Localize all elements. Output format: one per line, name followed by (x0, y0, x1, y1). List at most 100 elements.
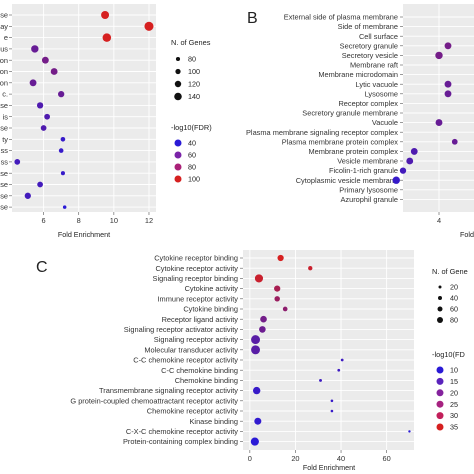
panel-a: se ay e us on on on c. se is se ty ss ss se se se se 6 8 10 1… (0, 4, 212, 239)
y-tick-label: Ficolin-1-rich granule (329, 166, 398, 175)
y-tick-label: se (0, 191, 8, 200)
y-tick-label: Primary lysosome (339, 185, 398, 194)
legend-genes-marker (174, 80, 182, 88)
y-tick-label: ss (1, 146, 9, 155)
y-tick-label: se (0, 124, 8, 133)
y-tick-label: Vesicle membrane (337, 157, 398, 166)
legend-fdr-marker (436, 423, 444, 431)
y-tick-label: Secretory granule membrane (302, 109, 398, 118)
y-tick-label: Vacuole (372, 118, 398, 127)
legend-fdr-title: -log10(FDR) (171, 123, 212, 132)
data-point (451, 138, 458, 145)
data-point (337, 368, 341, 372)
legend-fdr-label: 100 (188, 175, 200, 184)
y-tick-label: se (0, 180, 8, 189)
legend-fdr-label: 35 (450, 423, 458, 432)
legend-genes-marker (174, 92, 182, 101)
y-tick-label: on (0, 67, 8, 76)
y-tick-label: Cytokine binding (183, 305, 238, 314)
y-tick-label: Protein-containing complex binding (123, 437, 238, 446)
data-point (101, 11, 110, 19)
y-tick-label: C-X-C chemokine receptor activity (126, 427, 238, 436)
x-tick-label: 4 (437, 216, 441, 225)
data-point (330, 399, 334, 403)
y-tick-label: ss (1, 158, 9, 167)
y-tick-label: e (4, 33, 8, 42)
y-tick-label: on (0, 78, 8, 87)
legend-genes-marker (438, 296, 442, 300)
data-point (252, 386, 261, 395)
legend-genes-label: 60 (450, 305, 458, 314)
legend-fdr-label: 25 (450, 400, 458, 409)
data-point (410, 147, 418, 155)
y-tick-label: Signaling receptor binding (153, 274, 238, 283)
y-tick-label: us (0, 45, 8, 54)
legend-fdr-label: 60 (188, 151, 196, 160)
data-point (102, 33, 112, 42)
y-tick-label: Secretory granule (340, 41, 398, 50)
y-tick-label: c. (2, 90, 8, 99)
y-tick-label: Lysosome (365, 89, 398, 98)
legend-fdr-marker (436, 389, 444, 397)
data-point (435, 51, 443, 60)
legend-fdr-marker (174, 163, 182, 171)
data-point (31, 45, 39, 53)
x-tick-label: 20 (291, 454, 299, 463)
y-tick-label: Transmembrane signaling receptor activit… (99, 386, 238, 395)
data-point (36, 102, 44, 109)
y-tick-label: Cytokine receptor activity (155, 264, 238, 273)
data-point (37, 181, 43, 188)
legend-fdr-marker (436, 412, 444, 420)
legend-fdr-label: 40 (188, 139, 196, 148)
data-point (251, 335, 261, 345)
y-tick-label: C-C chemokine binding (161, 366, 238, 375)
data-point (44, 113, 50, 120)
y-tick-label: Membrane protein complex (308, 147, 398, 156)
legend-fdr-label: 80 (188, 163, 196, 172)
legend-fdr-title: -log10(FD (432, 350, 465, 359)
x-tick-label: 0 (248, 454, 252, 463)
y-tick-label: Signaling receptor activator activity (124, 325, 239, 334)
legend-fdr-marker (174, 139, 182, 147)
y-tick-label: Membrane microdomain (318, 70, 398, 79)
legend-fdr-marker (436, 400, 444, 408)
legend-genes-label: 80 (450, 316, 458, 325)
y-tick-label: Cytokine receptor binding (154, 254, 238, 263)
data-point (62, 205, 67, 209)
data-point (435, 119, 443, 127)
legend-genes-label: 80 (188, 55, 196, 64)
y-tick-label: G protein-coupled chemoattractant recept… (70, 396, 238, 405)
data-point (60, 171, 65, 176)
legend-fdr-label: 20 (450, 388, 458, 397)
y-tick-label: Plasma membrane protein complex (282, 137, 399, 146)
y-tick-label: Receptor ligand activity (162, 315, 239, 324)
data-point (58, 90, 65, 98)
y-tick-label: C-C chemokine receptor activity (133, 356, 238, 365)
y-tick-label: Molecular transducer activity (144, 345, 238, 354)
y-tick-label: Kinase binding (190, 417, 239, 426)
data-point (399, 167, 407, 174)
data-point (274, 296, 280, 302)
y-tick-label: se (0, 169, 8, 178)
plot-background (403, 4, 474, 212)
legend-fdr-label: 30 (450, 411, 458, 420)
data-point (41, 56, 49, 64)
data-point (406, 157, 414, 165)
data-point (319, 378, 322, 382)
data-point (274, 285, 281, 292)
data-point (282, 306, 288, 312)
data-point (254, 274, 264, 283)
legend-fdr-marker (436, 377, 444, 385)
y-tick-label: is (3, 112, 9, 121)
data-point (24, 192, 31, 199)
data-point (250, 437, 259, 446)
legend-genes-marker (175, 68, 181, 75)
data-point (260, 315, 267, 323)
y-tick-label: Lytic vacuole (356, 80, 398, 89)
legend-genes-title: N. of Gene (432, 267, 468, 276)
y-tick-label: Cell surface (359, 32, 398, 41)
y-tick-label: Chemokine binding (175, 376, 238, 385)
